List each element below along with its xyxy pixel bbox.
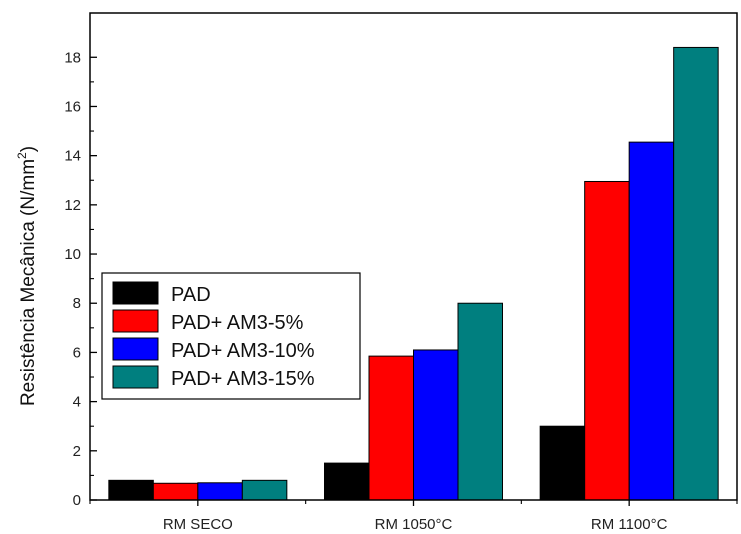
bar <box>539 425 586 501</box>
y-tick-label: 4 <box>73 394 81 411</box>
bar <box>197 482 243 501</box>
y-axis-title: Resistência Mecânica (N/mm2) <box>15 146 39 406</box>
legend-label: PAD+ AM3-10% <box>171 340 315 362</box>
bar <box>108 479 154 501</box>
bar <box>324 462 370 501</box>
legend: PAD PAD+ AM3-5% PAD+ AM3-10% PAD+ AM3-15% <box>101 272 361 400</box>
legend-swatch <box>112 365 159 389</box>
x-tick-label: RM SECO <box>163 516 233 533</box>
y-axis-ticks: 0 2 4 6 8 10 12 14 16 18 <box>64 49 97 509</box>
legend-swatch <box>112 281 159 305</box>
legend-swatch <box>112 309 159 333</box>
y-tick-label: 2 <box>73 443 81 460</box>
y-axis-title-main: Resistência Mecânica (N/mm <box>18 159 39 406</box>
y-axis-title-sup: 2 <box>15 152 29 159</box>
bar <box>241 479 288 501</box>
bar <box>368 355 414 501</box>
legend-swatch <box>112 337 159 361</box>
bar <box>673 46 719 501</box>
y-tick-label: 10 <box>64 246 81 263</box>
bar <box>584 180 630 501</box>
bar <box>413 349 459 501</box>
x-axis-ticks: RM SECO RM 1050°C RM 1100°C <box>89 500 738 533</box>
bars-layer <box>108 46 719 501</box>
y-tick-label: 8 <box>73 295 81 312</box>
y-axis-title-close: ) <box>18 146 39 152</box>
legend-label: PAD+ AM3-15% <box>171 368 315 390</box>
y-tick-label: 16 <box>64 98 81 115</box>
legend-label: PAD <box>171 284 211 306</box>
x-tick-label: RM 1100°C <box>591 516 668 533</box>
bar <box>628 141 675 501</box>
y-tick-label: 14 <box>64 148 81 165</box>
x-tick-label: RM 1050°C <box>375 516 453 533</box>
y-tick-label: 6 <box>73 344 81 361</box>
y-tick-label: 0 <box>73 492 81 509</box>
bar <box>457 302 503 501</box>
y-tick-label: 18 <box>64 49 81 66</box>
legend-label: PAD+ AM3-5% <box>171 312 304 334</box>
y-tick-label: 12 <box>64 197 81 214</box>
bar <box>152 482 199 501</box>
